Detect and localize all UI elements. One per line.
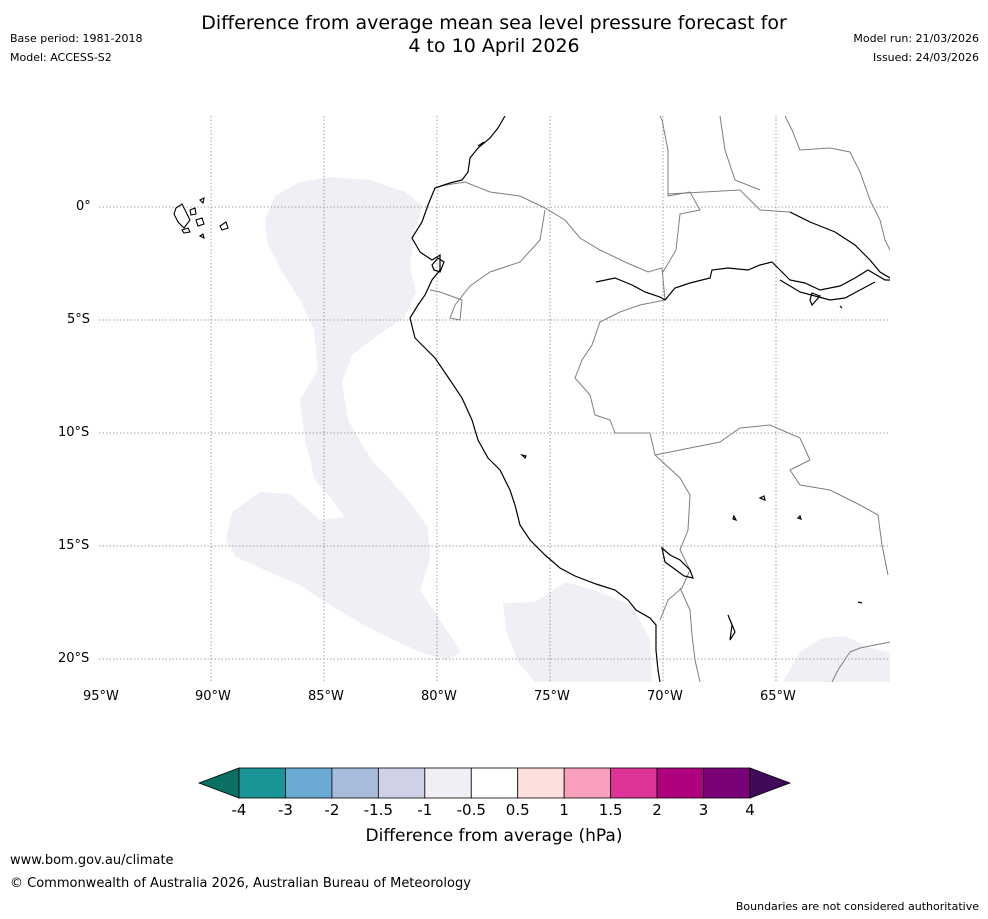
lon-label-90w: 90°W (195, 689, 231, 704)
title-line-1: Difference from average mean sea level p… (201, 12, 787, 34)
colorbar-bin (610, 767, 658, 799)
galapagos-islands (173, 197, 229, 240)
lon-label-65w: 65°W (760, 689, 796, 704)
colorbar-tick-label: 1.5 (598, 801, 623, 819)
anomaly-region-west (226, 177, 461, 660)
colorbar-bin (703, 767, 751, 799)
lat-label-20s: 20°S (58, 651, 90, 666)
colorbar-bin (238, 767, 286, 799)
graticule (99, 116, 890, 682)
model-run: Model run: 21/03/2026 (853, 32, 979, 45)
colorbar-bin (377, 767, 426, 799)
colorbar (197, 767, 792, 799)
colorbar-tick-label: 0.5 (505, 801, 530, 819)
colorbar-tick-label: 2 (652, 801, 662, 819)
country-borders (429, 116, 890, 682)
issued-date: Issued: 24/03/2026 (872, 51, 979, 64)
colorbar-bin (424, 767, 472, 799)
colorbar-tick-label: -0.5 (456, 801, 486, 819)
colorbar-tick-label: 4 (745, 801, 755, 819)
colorbar-bin (285, 767, 333, 799)
colorbar-tick-label: -1 (417, 801, 433, 819)
model-name: Model: ACCESS-S2 (10, 51, 112, 64)
map-area (99, 116, 890, 682)
colorbar-bin (656, 767, 704, 799)
base-period: Base period: 1981-2018 (10, 32, 143, 45)
lon-label-70w: 70°W (647, 689, 683, 704)
colorbar-tick-label: -4 (231, 801, 247, 819)
boundary-disclaimer: Boundaries are not considered authoritat… (735, 900, 979, 913)
anomaly-region-south (503, 582, 652, 682)
website-link[interactable]: www.bom.gov.au/climate (10, 853, 174, 868)
colorbar-bin (563, 767, 612, 799)
lon-label-95w: 95°W (83, 689, 119, 704)
colorbar-bin (517, 767, 565, 799)
coastlines (409, 116, 890, 682)
lat-label-10s: 10°S (58, 425, 90, 440)
colorbar-under-triangle (197, 767, 240, 799)
colorbar-tick-label: 3 (698, 801, 709, 819)
lat-label-5s: 5°S (67, 312, 91, 327)
lat-label-15s: 15°S (58, 538, 90, 553)
copyright-text: © Commonwealth of Australia 2026, Austra… (10, 876, 471, 891)
lon-label-75w: 75°W (534, 689, 570, 704)
colorbar-bin (470, 767, 519, 799)
lat-label-0: 0° (76, 199, 91, 214)
colorbar-tick-label: -1.5 (363, 801, 393, 819)
lon-label-85w: 85°W (308, 689, 344, 704)
colorbar-over-triangle (749, 767, 792, 799)
colorbar-bin (331, 767, 379, 799)
colorbar-tick-label: -2 (324, 801, 340, 819)
colorbar-tick-label: -3 (277, 801, 293, 819)
lon-label-80w: 80°W (421, 689, 457, 704)
colorbar-title: Difference from average (hPa) (365, 826, 623, 846)
colorbar-tick-label: 1 (559, 801, 569, 819)
colorbar-bins (238, 767, 751, 799)
title-line-2: 4 to 10 April 2026 (408, 35, 580, 57)
chart-title: Difference from average mean sea level p… (0, 12, 988, 58)
